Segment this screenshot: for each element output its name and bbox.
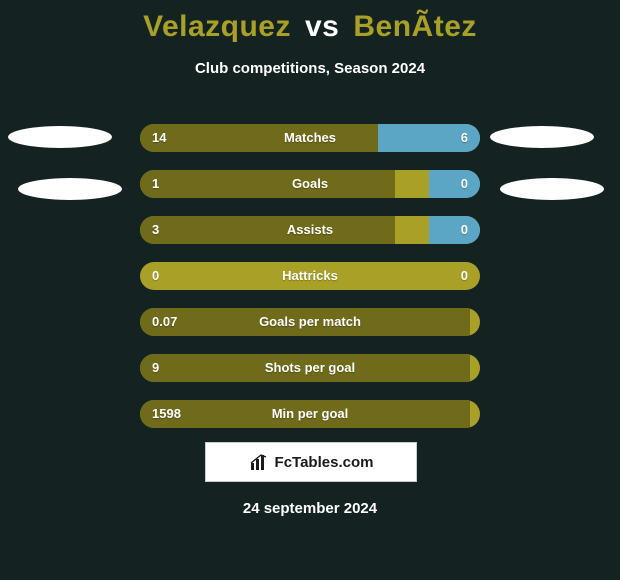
stat-bars: Matches146Goals10Assists30Hattricks00Goa… xyxy=(140,124,480,446)
stat-row: Hattricks0 0 xyxy=(140,262,480,290)
title-vs: vs xyxy=(305,10,339,43)
source-badge: FcTables.com xyxy=(205,442,417,482)
subtitle: Club competitions, Season 2024 xyxy=(0,60,620,77)
stat-row: Min per goal1598 xyxy=(140,400,480,428)
title-player2: BenÃ­tez xyxy=(353,10,477,43)
stat-value-left: 1 xyxy=(152,170,159,198)
stat-label: Assists xyxy=(140,216,480,244)
stat-row: Goals1 0 xyxy=(140,170,480,198)
title-player1: Velazquez xyxy=(143,10,291,43)
bar-chart-icon xyxy=(249,452,269,472)
player1-marker-top xyxy=(8,126,112,148)
stat-label: Min per goal xyxy=(140,400,480,428)
date: 24 september 2024 xyxy=(0,500,620,517)
player2-marker-top xyxy=(490,126,594,148)
source-text: FcTables.com xyxy=(275,454,374,471)
player2-marker-mid xyxy=(500,178,604,200)
title: Velazquez vs BenÃ­tez xyxy=(0,10,620,44)
stat-value-right: 6 xyxy=(461,124,468,152)
stat-value-left: 0 xyxy=(152,262,159,290)
stat-row: Assists3 0 xyxy=(140,216,480,244)
comparison-infographic: Velazquez vs BenÃ­tez Club competitions, S… xyxy=(0,0,620,580)
stat-value-left: 3 xyxy=(152,216,159,244)
stat-value-left: 1598 xyxy=(152,400,181,428)
stat-value-right: 0 xyxy=(461,170,468,198)
stat-value-left: 9 xyxy=(152,354,159,382)
stat-value-left: 0.07 xyxy=(152,308,177,336)
stat-label: Goals per match xyxy=(140,308,480,336)
stat-label: Shots per goal xyxy=(140,354,480,382)
stat-label: Hattricks xyxy=(140,262,480,290)
stat-row: Shots per goal9 xyxy=(140,354,480,382)
stat-value-right: 0 xyxy=(461,262,468,290)
stat-value-right: 0 xyxy=(461,216,468,244)
player1-marker-mid xyxy=(18,178,122,200)
stat-row: Matches14 6 xyxy=(140,124,480,152)
stat-value-left: 14 xyxy=(152,124,166,152)
stat-label: Goals xyxy=(140,170,480,198)
stat-row: Goals per match0.07 xyxy=(140,308,480,336)
stat-label: Matches xyxy=(140,124,480,152)
